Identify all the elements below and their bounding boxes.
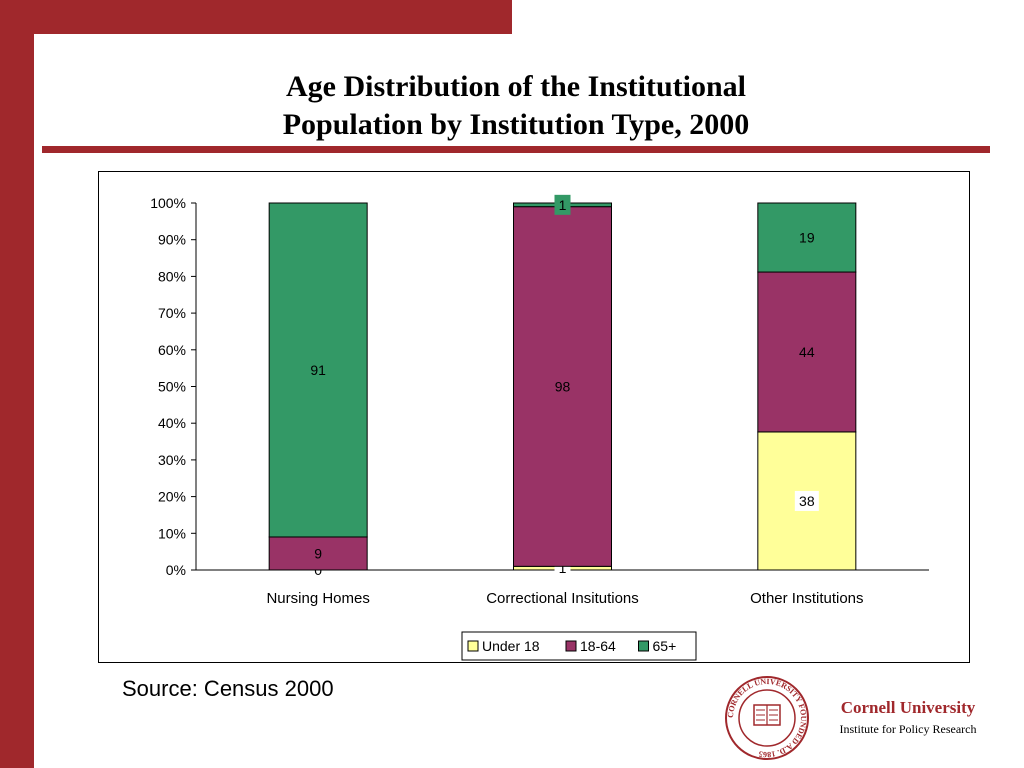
data-label: 98 <box>555 379 571 395</box>
bar-65--1 <box>268 202 368 538</box>
data-label-bg <box>794 490 819 511</box>
top-accent-bar <box>0 0 512 34</box>
legend-box <box>461 631 697 661</box>
y-tick-label: 60% <box>158 342 186 358</box>
data-label-bg <box>554 194 571 215</box>
data-label: 44 <box>799 344 815 360</box>
y-tick-label: 30% <box>158 452 186 468</box>
slide-title-line-2: Population by Institution Type, 2000 <box>282 108 750 141</box>
data-label: 19 <box>799 230 815 246</box>
bar-65--3 <box>757 202 857 273</box>
data-label: 91 <box>310 362 326 378</box>
y-tick-label: 0% <box>166 562 186 578</box>
y-tick-label: 20% <box>158 489 186 505</box>
bar-18-64-1 <box>268 536 368 571</box>
x-tick-label: Nursing Homes <box>266 590 369 607</box>
slide-title-line-1: Age Distribution of the Institutional <box>285 70 747 103</box>
y-tick-label: 100% <box>150 195 186 211</box>
legend-label: Under 18 <box>482 638 540 654</box>
title-underline <box>42 146 990 153</box>
legend-label: 18-64 <box>580 638 616 654</box>
chart-frame: 0%10%20%30%40%50%60%70%80%90%100%0991Nur… <box>98 171 970 663</box>
logo-university-name: Cornell University <box>840 698 976 717</box>
logo-institute-name: Institute for Policy Research <box>839 722 977 736</box>
y-tick-label: 10% <box>158 525 186 541</box>
x-tick-label: Correctional Insitutions <box>486 590 639 607</box>
y-tick-label: 80% <box>158 268 186 284</box>
y-tick-label: 40% <box>158 415 186 431</box>
legend-swatch <box>467 640 479 652</box>
legend-swatch <box>638 640 649 652</box>
stacked-bar-chart: 0%10%20%30%40%50%60%70%80%90%100%0991Nur… <box>150 194 929 661</box>
bar-18-64-2 <box>513 206 612 567</box>
cornell-seal-logo: CORNELL UNIVERSITY FOUNDED A.D. 1865 <box>725 676 809 760</box>
source-note: Source: Census 2000 <box>122 676 334 701</box>
data-label: 1 <box>559 197 567 213</box>
slide-title: Age Distribution of the Institutional Po… <box>42 68 990 144</box>
legend-label: 65+ <box>653 638 677 654</box>
data-label: 1 <box>559 560 567 576</box>
y-tick-label: 90% <box>158 232 186 248</box>
y-tick-label: 70% <box>158 305 186 321</box>
legend-swatch <box>565 640 577 652</box>
y-tick-label: 50% <box>158 379 186 395</box>
data-label: 9 <box>314 545 322 561</box>
x-tick-label: Other Institutions <box>750 590 863 607</box>
data-label: 38 <box>799 493 815 509</box>
left-accent-bar <box>0 0 34 768</box>
